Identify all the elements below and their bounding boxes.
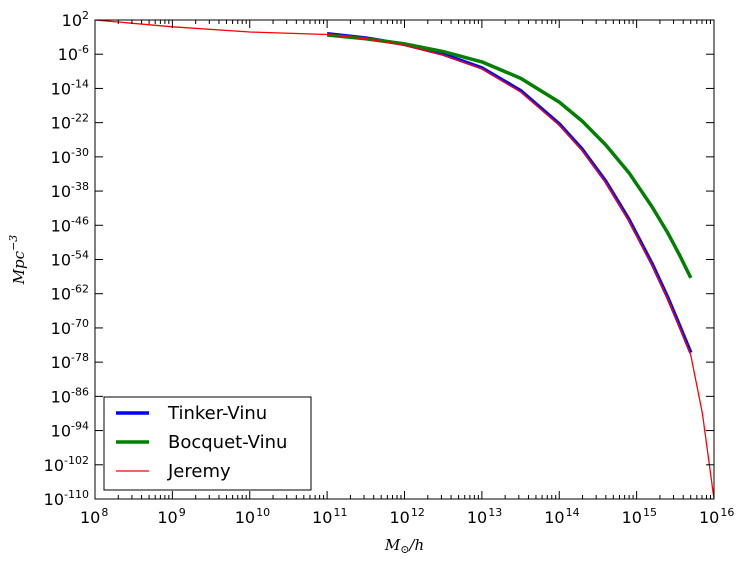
axis-labels: M⊙/h Mpc−3 xyxy=(7,235,424,556)
y-axis-label: Mpc−3 xyxy=(7,235,28,286)
x-tick-label: 1012 xyxy=(390,506,425,527)
x-tick-label: 1013 xyxy=(467,506,502,527)
y-tick-label: 10-38 xyxy=(51,180,89,201)
y-tick-label: 102 xyxy=(62,9,89,30)
y-tick-label: 10-30 xyxy=(51,146,89,167)
x-tick-label: 1015 xyxy=(622,506,657,527)
x-tick-label: 108 xyxy=(80,506,108,527)
ticks-layer: 108 109 1010 1011 1012 1013 1014 1015 1016 102 10-… xyxy=(44,9,735,527)
x-tick-label: 1010 xyxy=(235,506,270,527)
y-tick-label: 10-102 xyxy=(44,454,89,475)
series-line-tinker-vinu xyxy=(326,31,693,354)
y-tick-label: 10-70 xyxy=(51,317,89,338)
y-tick-label: 10-94 xyxy=(51,420,89,441)
y-tick-label: 10-54 xyxy=(51,249,89,270)
legend-label: Bocquet-Vinu xyxy=(168,432,287,453)
x-tick-label: 1014 xyxy=(544,506,579,527)
x-axis-label: M⊙/h xyxy=(384,536,424,556)
legend-label: Tinker-Vinu xyxy=(167,403,267,424)
y-tick-label: 10-22 xyxy=(51,112,89,133)
y-tick-label: 10-78 xyxy=(51,351,89,372)
y-tick-label: 10-86 xyxy=(51,385,89,406)
series-line-bocquet-vinu xyxy=(326,33,693,279)
y-tick-label: 10-62 xyxy=(51,283,89,304)
x-tick-label: 109 xyxy=(157,506,185,527)
y-tick-label: 10-110 xyxy=(44,488,89,509)
legend-label: Jeremy xyxy=(167,461,231,482)
legend: Tinker-Vinu Bocquet-Vinu Jeremy xyxy=(103,396,312,491)
y-tick-label: 10-46 xyxy=(51,214,89,235)
y-tick-label: 10-6 xyxy=(58,43,89,64)
y-tick-label: 10-14 xyxy=(51,77,89,98)
series-layer xyxy=(95,20,714,499)
x-tick-label: 1011 xyxy=(312,506,347,527)
x-tick-label: 1016 xyxy=(699,506,734,527)
series-line-jeremy xyxy=(95,20,714,499)
